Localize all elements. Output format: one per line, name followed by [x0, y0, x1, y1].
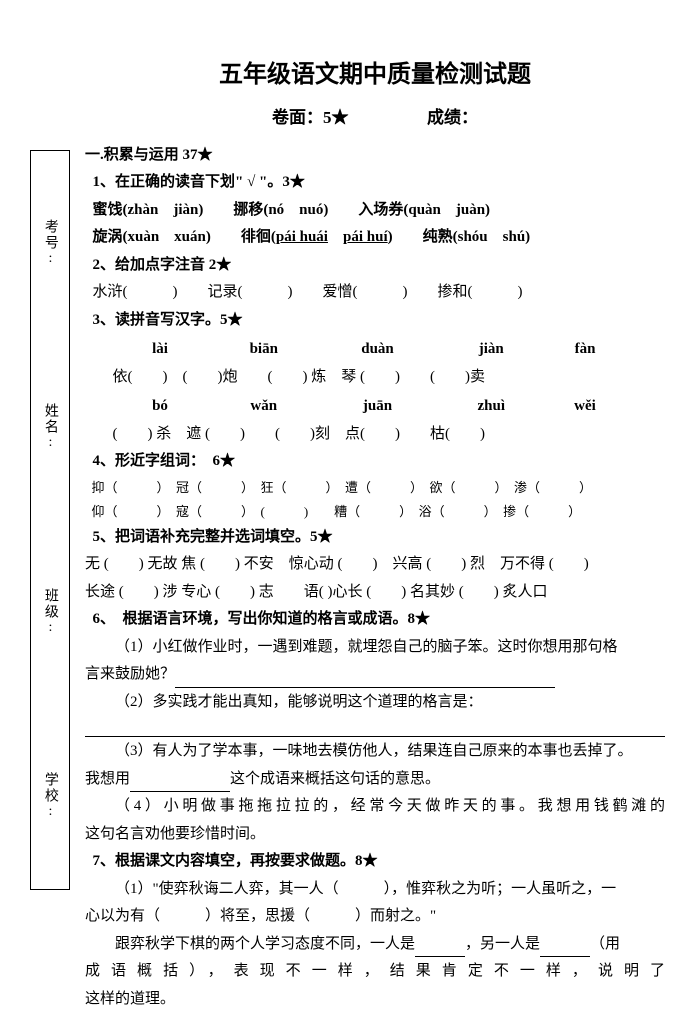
q6-3b: 我想用 这个成语来概括这句话的意思。	[85, 767, 665, 793]
sidebar-info-box: 考号: 姓名: 班级: 学校:	[30, 150, 70, 890]
p2c: juān	[343, 394, 413, 420]
exam-subtitle: 卷面：5★ 成绩：	[85, 104, 665, 133]
p1d: jiàn	[456, 337, 526, 363]
q7-2c: 这样的道理。	[85, 987, 665, 1012]
q7-1b: 心以为有（ ）将至，思援（ ）而射之。"	[85, 904, 665, 930]
q4-line2: 仰（ ） 寇（ ） ( ) 糟（ ） 浴（ ） 掺（ ）	[85, 501, 665, 523]
q7-2a-c: （用	[590, 936, 620, 952]
q4-line1: 抑（ ） 冠（ ） 狂（ ） 遭（ ） 欲（ ） 渗（ ）	[85, 477, 665, 499]
p2e: wěi	[550, 394, 620, 420]
q1-l2-d: pái huí	[343, 229, 388, 245]
q1-line2: 旋涡(xuàn xuán) 徘徊(pái huái pái huí) 纯熟(sh…	[85, 225, 665, 251]
q6-3a: （3）有人为了学本事，一味地去模仿他人，结果连自己原来的本事也丢掉了。	[85, 739, 665, 765]
question-3: 3、读拼音写汉字。5★	[85, 308, 665, 334]
q3-pinyin-row1: lài biān duàn jiàn fàn	[85, 337, 665, 363]
q3-char-row2: ( ) 杀 遮 ( ) ( )刻 点( ) 枯( )	[105, 422, 665, 448]
q1-l2-e: ) 纯熟(shóu shú)	[388, 229, 531, 245]
question-4: 4、形近字组词： 6★	[85, 449, 665, 475]
p1b: biān	[229, 337, 299, 363]
q7-2a: 跟弈秋学下棋的两个人学习态度不同，一人是 ，另一人是 （用	[85, 932, 665, 958]
q6-1b: 言来鼓励她？	[85, 662, 665, 688]
q7-1a: （1）"使弈秋诲二人弈，其一人（ ），惟弈秋之为听；一人虽听之，一	[85, 877, 665, 903]
sidebar-label-class: 班级:	[38, 588, 62, 637]
exam-title: 五年级语文期中质量检测试题	[85, 55, 665, 96]
p2b: wǎn	[229, 394, 299, 420]
q6-3b-b: 这个成语来概括这句话的意思。	[230, 771, 440, 787]
p1e: fàn	[550, 337, 620, 363]
q6-4a: （4）小明做事拖拖拉拉的，经常今天做昨天的事。我想用钱鹤滩的	[85, 794, 665, 820]
q1-l2-c	[328, 229, 343, 245]
q5-line2: 长途 ( ) 涉 专心 ( ) 志 语( )心长 ( ) 名其妙 ( ) 炙人口	[85, 580, 665, 606]
q7-2b: 成语概括），表现不一样，结果肯定不一样，说明了	[85, 959, 665, 985]
question-6: 6、 根据语言环境，写出你知道的格言或成语。8★	[85, 607, 665, 633]
question-5: 5、把词语补充完整并选词填空。5★	[85, 525, 665, 551]
q1-line1: 蜜饯(zhàn jiàn) 挪移(nó nuó) 入场券(quàn juàn)	[85, 198, 665, 224]
blank-fill[interactable]	[130, 777, 230, 792]
q1-l2-b: pái huái	[276, 229, 328, 245]
q1-l2-a: 旋涡(xuàn xuán) 徘徊(	[93, 229, 276, 245]
exam-content: 五年级语文期中质量检测试题 卷面：5★ 成绩： 一.积累与运用 37★ 1、在正…	[85, 55, 665, 1012]
sidebar-label-school: 学校:	[38, 772, 62, 821]
q7-2a-b: ，另一人是	[465, 936, 540, 952]
q6-3b-a: 我想用	[85, 771, 130, 787]
question-7: 7、根据课文内容填空，再按要求做题。8★	[85, 849, 665, 875]
q3-pinyin-row2: bó wǎn juān zhuì wěi	[85, 394, 665, 420]
q7-2b-text: 成语概括），表现不一样，结果肯定不一样，说明了	[85, 963, 665, 979]
q2-line: 水浒( ) 记录( ) 爱憎( ) 掺和( )	[85, 280, 665, 306]
subtitle-left: 卷面：5★	[272, 108, 349, 127]
p2a: bó	[125, 394, 195, 420]
q6-2: （2）多实践才能出真知，能够说明这个道理的格言是：	[85, 690, 665, 716]
q6-1b-text: 言来鼓励她？	[85, 666, 175, 682]
q6-4b: 这句名言劝他要珍惜时间。	[85, 822, 665, 848]
sidebar-label-name: 姓名:	[38, 403, 62, 452]
subtitle-right: 成绩：	[427, 108, 478, 127]
blank-full-line[interactable]	[85, 717, 665, 737]
q3-char-row1: 依( ) ( )炮 ( ) 炼 琴 ( ) ( )卖	[105, 365, 665, 391]
q7-2a-a: 跟弈秋学下棋的两个人学习态度不同，一人是	[115, 936, 415, 952]
p1a: lài	[125, 337, 195, 363]
q5-line1: 无 ( ) 无故 焦 ( ) 不安 惊心动 ( ) 兴高 ( ) 烈 万不得 (…	[85, 552, 665, 578]
blank-fill[interactable]	[415, 942, 465, 957]
question-1: 1、在正确的读音下划" √ "。3★	[85, 170, 665, 196]
sidebar-label-examno: 考号:	[38, 219, 62, 268]
blank-fill[interactable]	[540, 942, 590, 957]
blank-fill[interactable]	[175, 673, 555, 688]
p1c: duàn	[343, 337, 413, 363]
q6-1a: （1）小红做作业时，一遇到难题，就埋怨自己的脑子笨。这时你想用那句格	[85, 635, 665, 661]
section-1-head: 一.积累与运用 37★	[85, 143, 665, 169]
question-2: 2、给加点字注音 2★	[85, 253, 665, 279]
p2d: zhuì	[456, 394, 526, 420]
